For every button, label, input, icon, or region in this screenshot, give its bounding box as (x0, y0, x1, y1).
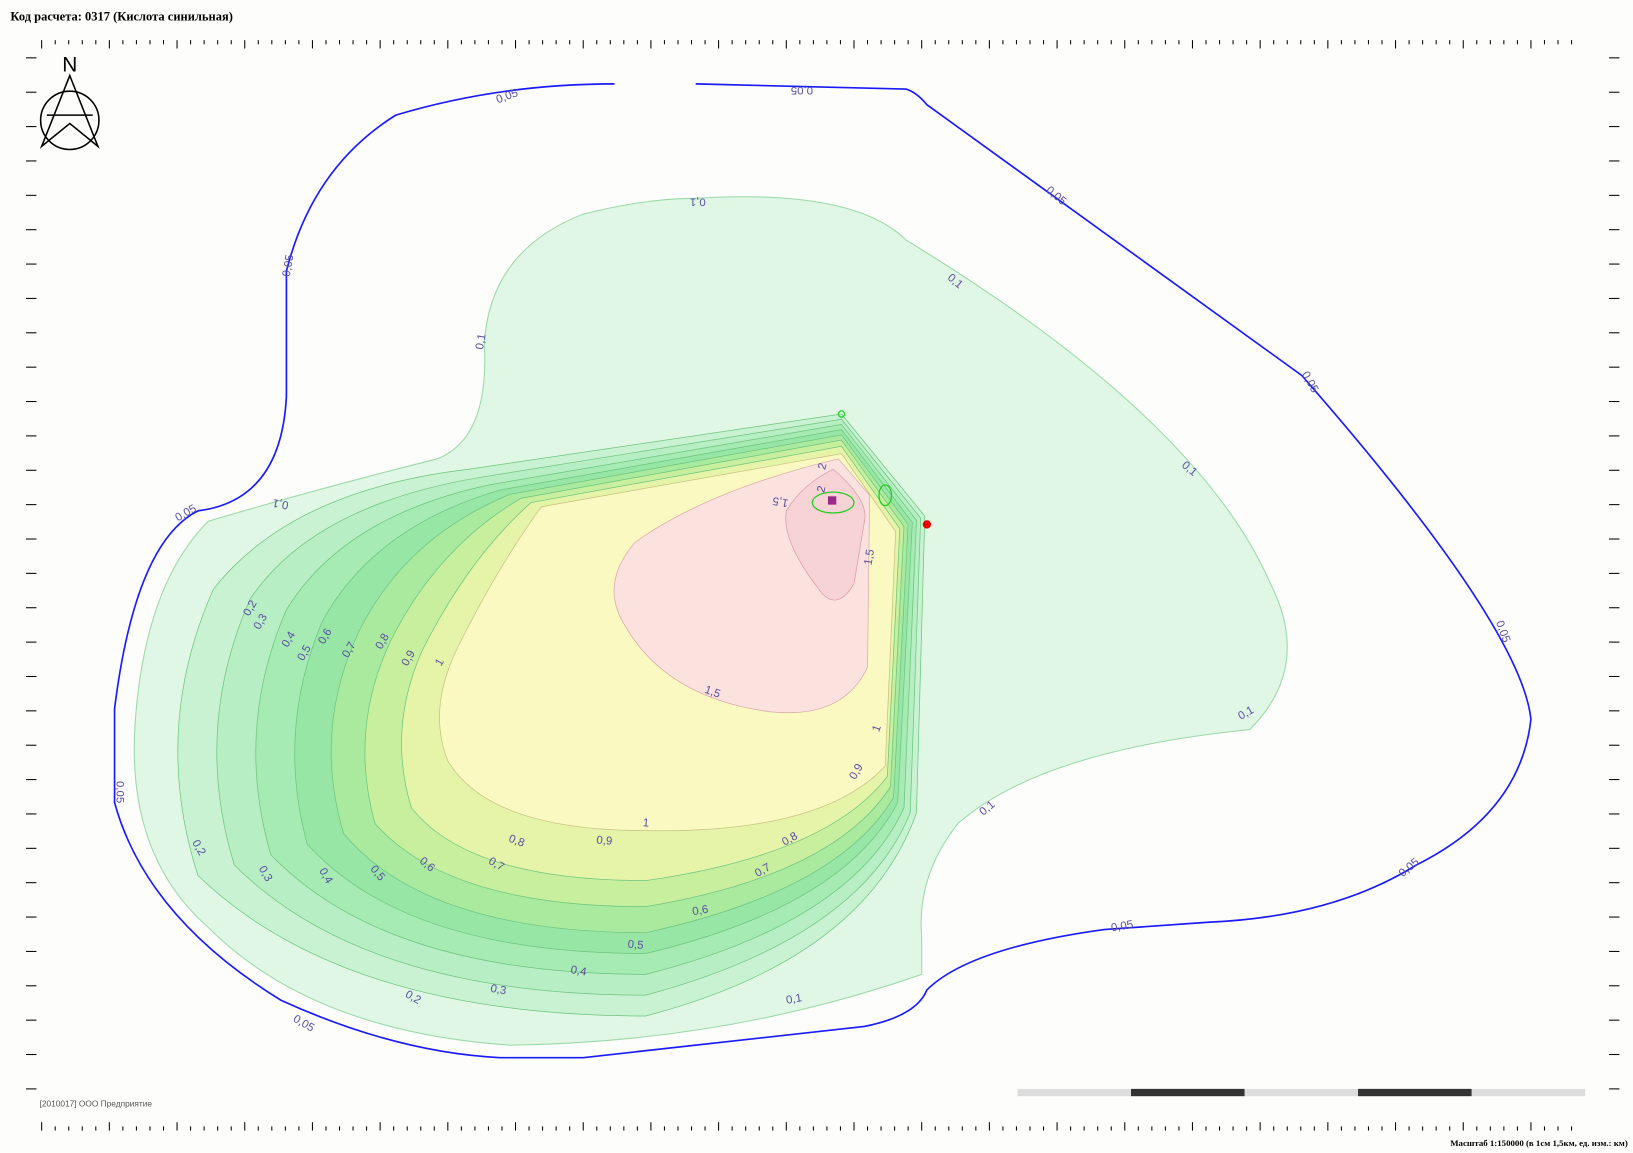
contour-label: 2 (815, 485, 828, 494)
north-label: N (62, 53, 77, 76)
contour-label: 2 (816, 462, 829, 471)
footer-note: [2010017] ООО Предприятие (40, 1099, 153, 1109)
north-arrow (39, 73, 100, 151)
contour-label: 1 (433, 657, 447, 669)
contour-label: 0,05 (281, 254, 297, 278)
sources (811, 410, 893, 514)
contour-label: 0,05 (791, 84, 813, 96)
contour-label: 0,6 (692, 904, 710, 919)
contour-label: 0,9 (596, 834, 613, 847)
contour-label: 1 (870, 724, 883, 734)
contour-label: 1,5 (862, 548, 877, 566)
contour-label: 0,1 (272, 496, 290, 511)
source (837, 410, 846, 418)
contour-label: 0,4 (570, 964, 588, 979)
contour-label: 0,3 (489, 983, 507, 998)
contour-0-05 (113, 83, 1532, 1059)
contour-label: 0,1 (785, 992, 803, 1007)
contour-label: 0,8 (507, 833, 526, 850)
contour-2 (785, 468, 866, 601)
source-core (827, 496, 837, 505)
contour-label: 0,05 (1110, 919, 1134, 935)
source (811, 491, 855, 514)
contour-label: 0,5 (627, 939, 644, 952)
scale-text: Масштаб 1:150000 (в 1см 1,5км, ед. изм.:… (1450, 1138, 1628, 1148)
contour-label: 1 (642, 817, 649, 830)
contour-label: 1,5 (772, 494, 790, 509)
inner-contours (177, 413, 926, 1017)
frame-ticks (26, 40, 1620, 1131)
source (878, 484, 893, 507)
point-marker (922, 520, 932, 529)
title: Код расчета: 0317 (Кислота синильная) (10, 9, 232, 23)
contour-label: 0,05 (114, 781, 126, 803)
contour-label: 1,5 (703, 684, 722, 701)
contour-labels: 0,05 0,050,050,050,050,050,050,050,050,05… (114, 84, 1512, 1035)
scale-bar (1017, 1088, 1586, 1097)
contour-label: 0,1 (690, 195, 706, 207)
contour-label: 0,1 (474, 333, 489, 351)
